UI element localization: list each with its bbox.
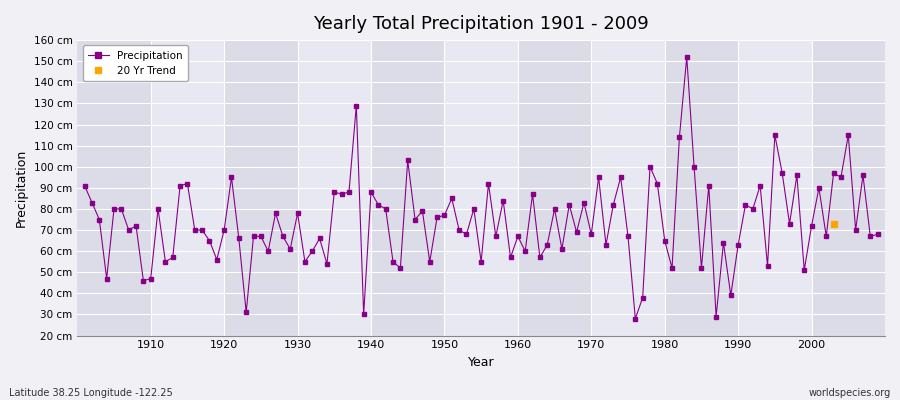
Title: Yearly Total Precipitation 1901 - 2009: Yearly Total Precipitation 1901 - 2009 <box>313 15 649 33</box>
Bar <box>298 40 371 336</box>
Bar <box>738 40 812 336</box>
X-axis label: Year: Year <box>468 356 494 369</box>
Bar <box>591 40 665 336</box>
Bar <box>150 40 224 336</box>
Legend: Precipitation, 20 Yr Trend: Precipitation, 20 Yr Trend <box>83 45 188 81</box>
Bar <box>77 40 150 336</box>
Bar <box>224 40 298 336</box>
Bar <box>445 40 518 336</box>
Text: worldspecies.org: worldspecies.org <box>809 388 891 398</box>
Bar <box>812 40 885 336</box>
Bar <box>371 40 445 336</box>
Bar <box>665 40 738 336</box>
Y-axis label: Precipitation: Precipitation <box>15 149 28 227</box>
Bar <box>518 40 591 336</box>
Text: Latitude 38.25 Longitude -122.25: Latitude 38.25 Longitude -122.25 <box>9 388 173 398</box>
